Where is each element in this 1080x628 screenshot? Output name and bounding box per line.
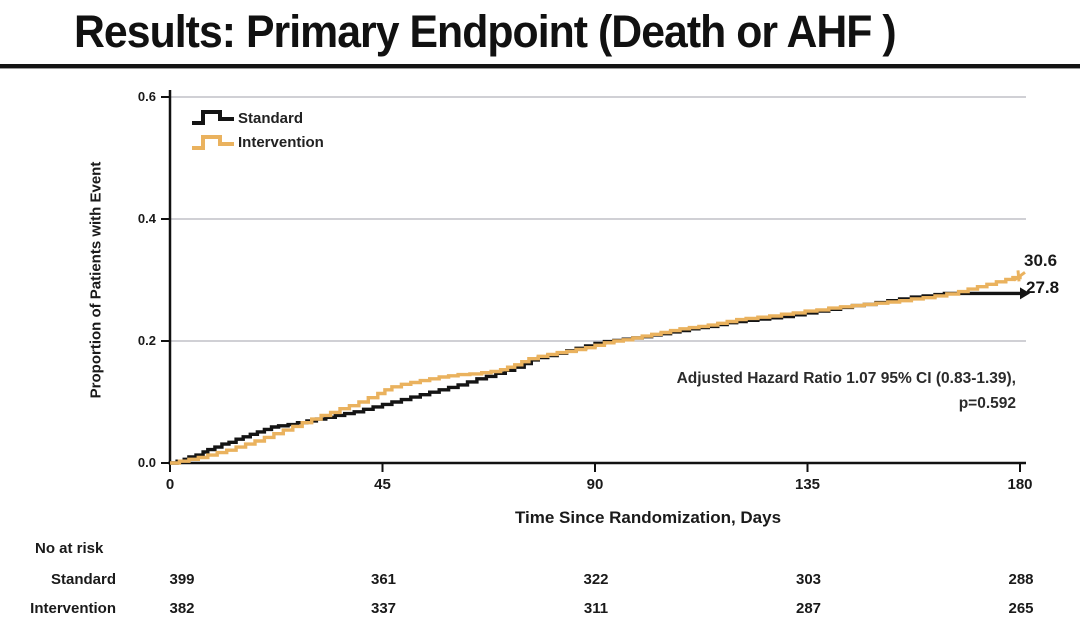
intervention-curve xyxy=(170,275,1022,465)
y-tick-label: 0.6 xyxy=(137,89,156,104)
x-tick-label: 135 xyxy=(794,476,821,493)
legend-item-intervention: Intervention xyxy=(190,130,324,154)
risk-row-label-intervention: Intervention xyxy=(30,600,116,617)
title-divider-rule xyxy=(0,64,1080,69)
risk-count-standard: 288 xyxy=(1008,571,1034,588)
risk-row-label-standard: Standard xyxy=(50,571,116,588)
hazard-ratio-annotation: Adjusted Hazard Ratio 1.07 95% CI (0.83-… xyxy=(677,366,1016,416)
standard-end-value-label: 27.8 xyxy=(1026,278,1060,297)
risk-count-intervention: 287 xyxy=(795,600,822,617)
risk-count-intervention: 382 xyxy=(169,600,195,617)
intervention-censor-mark-icon xyxy=(1016,270,1021,282)
y-tick-label: 0.2 xyxy=(137,333,156,348)
x-tick-label: 90 xyxy=(586,476,604,493)
risk-count-standard: 322 xyxy=(583,571,609,588)
intervention-step-line-icon xyxy=(192,135,234,150)
risk-table-header: No at risk xyxy=(35,540,104,557)
standard-step-line-icon xyxy=(192,110,234,125)
risk-count-standard: 399 xyxy=(169,571,195,588)
legend-label-intervention: Intervention xyxy=(238,133,324,151)
standard-end-arrow-icon xyxy=(1020,287,1030,300)
risk-count-intervention: 311 xyxy=(583,600,609,617)
risk-count-standard: 361 xyxy=(370,571,397,588)
risk-count-intervention: 265 xyxy=(1008,600,1034,617)
p-value-line: p=0.592 xyxy=(958,395,1016,412)
x-axis-title: Time Since Randomization, Days xyxy=(514,508,782,527)
y-tick-label: 0.4 xyxy=(137,211,156,226)
risk-count-standard: 303 xyxy=(795,571,822,588)
slide-title: Results: Primary Endpoint (Death or AHF … xyxy=(74,6,897,57)
x-tick-label: 180 xyxy=(1007,476,1033,493)
y-tick-label: 0.0 xyxy=(137,455,156,470)
risk-count-intervention: 337 xyxy=(370,600,397,617)
intervention-end-value-label: 30.6 xyxy=(1024,251,1058,270)
hazard-ratio-line1: Adjusted Hazard Ratio 1.07 95% CI (0.83-… xyxy=(676,370,1016,387)
x-tick-label: 0 xyxy=(165,476,175,493)
legend-item-standard: Standard xyxy=(190,106,324,130)
x-tick-label: 45 xyxy=(374,476,391,493)
legend: Standard Intervention xyxy=(190,106,324,154)
y-axis-title: Proportion of Patients with Event xyxy=(87,161,105,399)
legend-label-standard: Standard xyxy=(238,109,304,127)
standard-curve xyxy=(170,291,1020,465)
